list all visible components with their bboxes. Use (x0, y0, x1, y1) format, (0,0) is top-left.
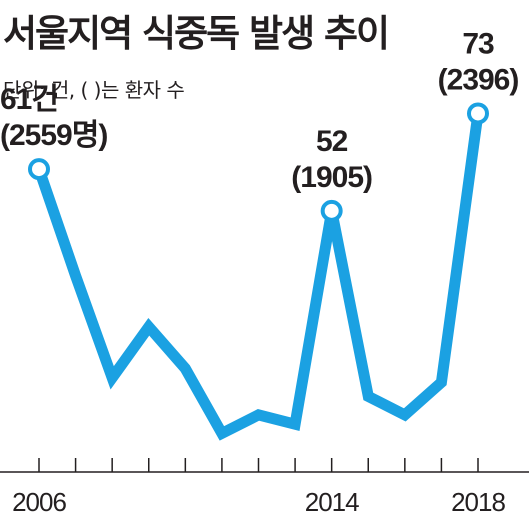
data-markers (28, 102, 489, 222)
series-line (33, 112, 484, 441)
data-point-marker (467, 102, 489, 125)
annotation-patients: (1905) (291, 161, 372, 194)
x-tick-labels: 2006 2014 2018 (12, 487, 506, 517)
data-point-marker (28, 158, 50, 181)
annotation-count: 52 (316, 125, 348, 158)
x-tick-label: 2014 (305, 487, 359, 517)
unit-note: 단위: 건, ( )는 환자 수 (3, 78, 185, 102)
annotation-patients: (2559명) (0, 119, 107, 152)
x-axis-ticks (38, 458, 479, 472)
annotation-count: 61건 (0, 83, 58, 116)
annotation-count: 73 (462, 27, 494, 60)
x-tick-label: 2006 (12, 487, 66, 517)
x-tick-label: 2018 (451, 487, 505, 517)
data-annotations: 61건(2559명) 52(1905) 73(2396) (0, 27, 519, 194)
annotation-patients: (2396) (438, 63, 519, 96)
chart-title: 서울지역 식중독 발생 추이 (3, 12, 390, 55)
data-point-marker (320, 199, 343, 222)
